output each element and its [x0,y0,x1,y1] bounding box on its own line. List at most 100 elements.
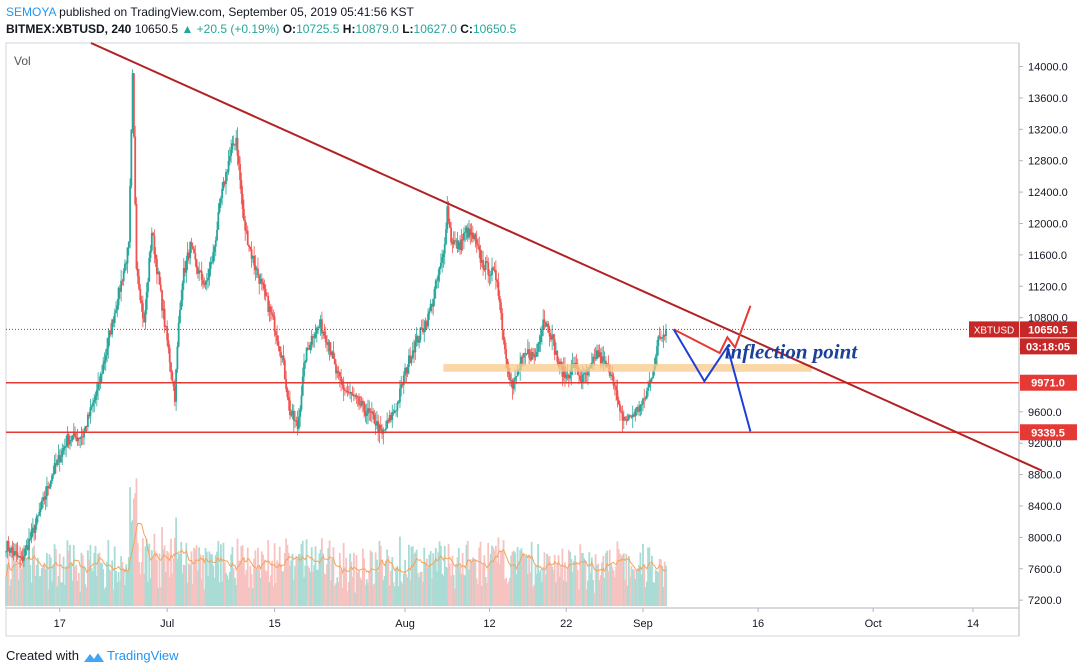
candle-body [506,359,509,368]
volume-bar [477,584,479,606]
candle-body [258,275,261,284]
volume-bar [263,559,266,606]
volume-bar [115,570,117,606]
candle-body [184,267,186,273]
volume-bar [494,545,497,606]
candle-body [557,361,560,366]
candle-body [175,369,178,402]
candle-body [162,308,165,311]
volume-bar [649,564,652,606]
volume-bar [129,487,131,606]
candle-body [347,392,350,394]
volume-bar [299,554,302,606]
candle-body [500,302,502,313]
candle-body [613,385,616,387]
candle-body [419,327,422,340]
volume-bar [43,562,46,606]
volume-bar [658,558,661,606]
candle-body [304,361,307,363]
candle-body [455,240,458,242]
volume-bar [505,577,508,606]
volume-bar [34,575,37,606]
volume-bar [83,565,85,606]
volume-bar [423,547,426,606]
candle-body [639,405,642,411]
volume-bar [161,526,163,606]
candle-body [413,350,415,353]
volume-bar [182,564,185,606]
volume-bar [14,561,16,606]
candle-body [438,267,441,275]
volume-bar [48,554,51,606]
volume-bar [296,558,299,606]
volume-bar [237,560,240,606]
candle-body [106,348,108,356]
candle-body [567,375,570,379]
candle-body [72,432,75,436]
volume-bar [223,562,226,606]
volume-bar [572,561,575,606]
volume-bar [548,556,551,606]
volume-bar [235,585,238,606]
price-tick-label: 8400.0 [1028,501,1062,513]
candle-body [319,319,322,328]
volume-bar [361,548,364,606]
volume-bar [491,545,493,606]
volume-bar [113,546,116,606]
candle-body [291,410,294,415]
volume-bar [199,554,202,606]
volume-bar [35,564,38,606]
volume-bar [501,551,504,606]
volume-bar [164,571,167,606]
candle-body [511,380,514,389]
volume-bar [204,547,207,606]
candle-body [547,323,550,333]
tradingview-brand[interactable]: TradingView [106,648,179,663]
candle-body [255,268,258,270]
volume-bar [519,550,522,606]
volume-bar [93,552,96,606]
volume-bar [156,559,158,606]
volume-bar [471,557,474,606]
candle-body [373,414,376,424]
candle-body [643,398,646,400]
volume-bar [350,561,353,606]
volume-bar [120,556,123,606]
candle-body [610,374,612,376]
volume-bar [19,559,21,606]
volume-bar [510,555,513,606]
volume-bar [144,546,147,606]
volume-bar [172,558,175,606]
candle-body [336,370,339,374]
candle-body [558,361,561,366]
volume-bar [184,565,186,606]
candle-body [109,330,112,335]
candle-body [6,541,9,552]
candle-body [619,404,621,412]
volume-bar [434,547,437,606]
candle-body [303,362,305,377]
candle-body [140,300,143,304]
candle-body [611,374,614,377]
volume-bar [579,544,582,606]
volume-bar [457,547,460,606]
volume-bar [301,540,304,606]
volume-bar [240,546,243,606]
candle-body [154,254,157,259]
volume-bar [143,573,146,606]
volume-bar [328,540,331,606]
author-name[interactable]: SEMOYA [6,5,56,19]
candle-body [167,340,170,349]
volume-bar [171,573,174,606]
candle-body [145,291,148,310]
volume-bar [287,552,290,606]
volume-bar [442,575,445,606]
volume-bar [456,557,459,606]
candle-body [351,394,354,396]
candle-body [115,310,117,313]
candle-body [395,410,398,412]
candle-body [172,381,175,387]
volume-bar [411,546,414,606]
candle-body [405,367,408,374]
